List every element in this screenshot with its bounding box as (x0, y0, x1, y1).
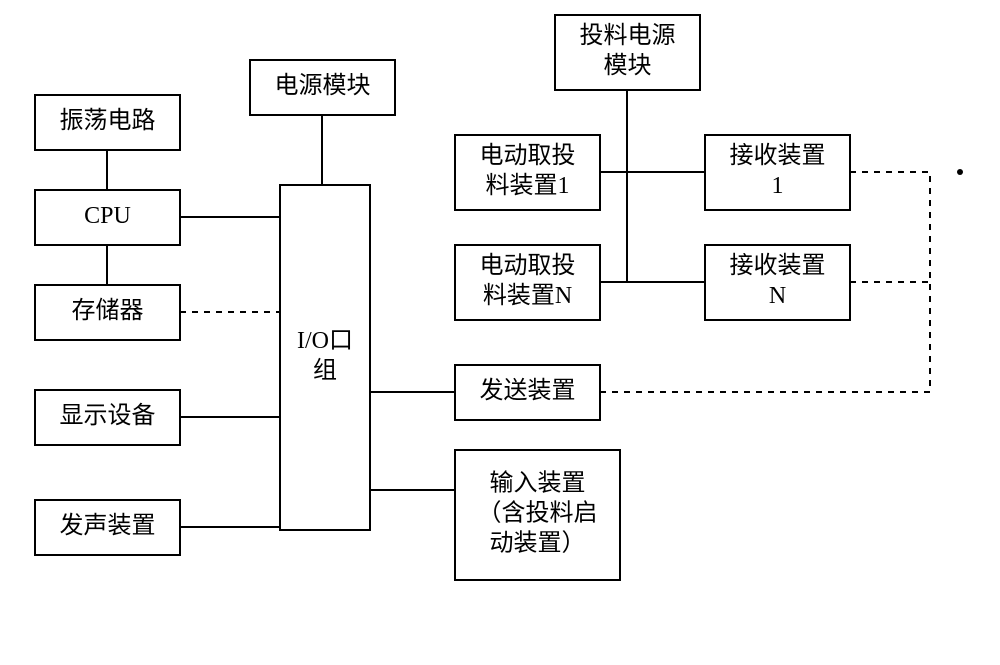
node-feederN-label: 料装置N (483, 282, 572, 309)
node-feed_power-label: 投料电源 (580, 22, 676, 49)
node-send: 发送装置 (455, 365, 600, 420)
node-power: 电源模块 (250, 60, 395, 115)
node-sound: 发声装置 (35, 500, 180, 555)
node-recvN: 接收装置 N (705, 245, 850, 320)
node-io-label: 组 (313, 357, 337, 384)
node-recv1-label: 接收装置 (730, 142, 826, 169)
node-feederN: 电动取投料装置N (455, 245, 600, 320)
node-input: 输入装置 （含投料启动装置） (455, 450, 620, 580)
node-io-label: I/O口 (297, 328, 353, 354)
dot (957, 169, 963, 175)
node-io: I/O口组 (280, 185, 370, 530)
node-send-label: 发送装置 (480, 377, 576, 404)
node-memory: 存储器 (35, 285, 180, 340)
block-diagram: 振荡电路CPU存储器显示设备发声装置电源模块I/O口组投料电源模块电动取投料装置… (0, 0, 1000, 665)
node-display-label: 显示设备 (60, 402, 156, 429)
node-power-label: 电源模块 (275, 72, 371, 99)
node-input-label: 输入装置 (490, 470, 586, 497)
node-cpu-label: CPU (84, 203, 131, 229)
node-input-label: 动装置） (490, 530, 586, 557)
node-memory-label: 存储器 (72, 297, 144, 324)
node-feed_power-label: 模块 (604, 52, 652, 79)
node-osc: 振荡电路 (35, 95, 180, 150)
node-input-label: （含投料启 (478, 500, 598, 527)
node-feed_power: 投料电源模块 (555, 15, 700, 90)
node-sound-label: 发声装置 (60, 512, 156, 539)
node-display: 显示设备 (35, 390, 180, 445)
node-feeder1-label: 电动取投 (480, 142, 576, 169)
node-feeder1: 电动取投料装置1 (455, 135, 600, 210)
node-feederN-label: 电动取投 (480, 252, 576, 279)
node-osc-label: 振荡电路 (60, 107, 156, 134)
node-recv1: 接收装置 1 (705, 135, 850, 210)
node-recvN-label: 接收装置 (730, 252, 826, 279)
node-recv1-label: 1 (772, 173, 784, 199)
node-recvN-label: N (769, 283, 786, 309)
node-cpu: CPU (35, 190, 180, 245)
node-feeder1-label: 料装置1 (486, 172, 570, 199)
